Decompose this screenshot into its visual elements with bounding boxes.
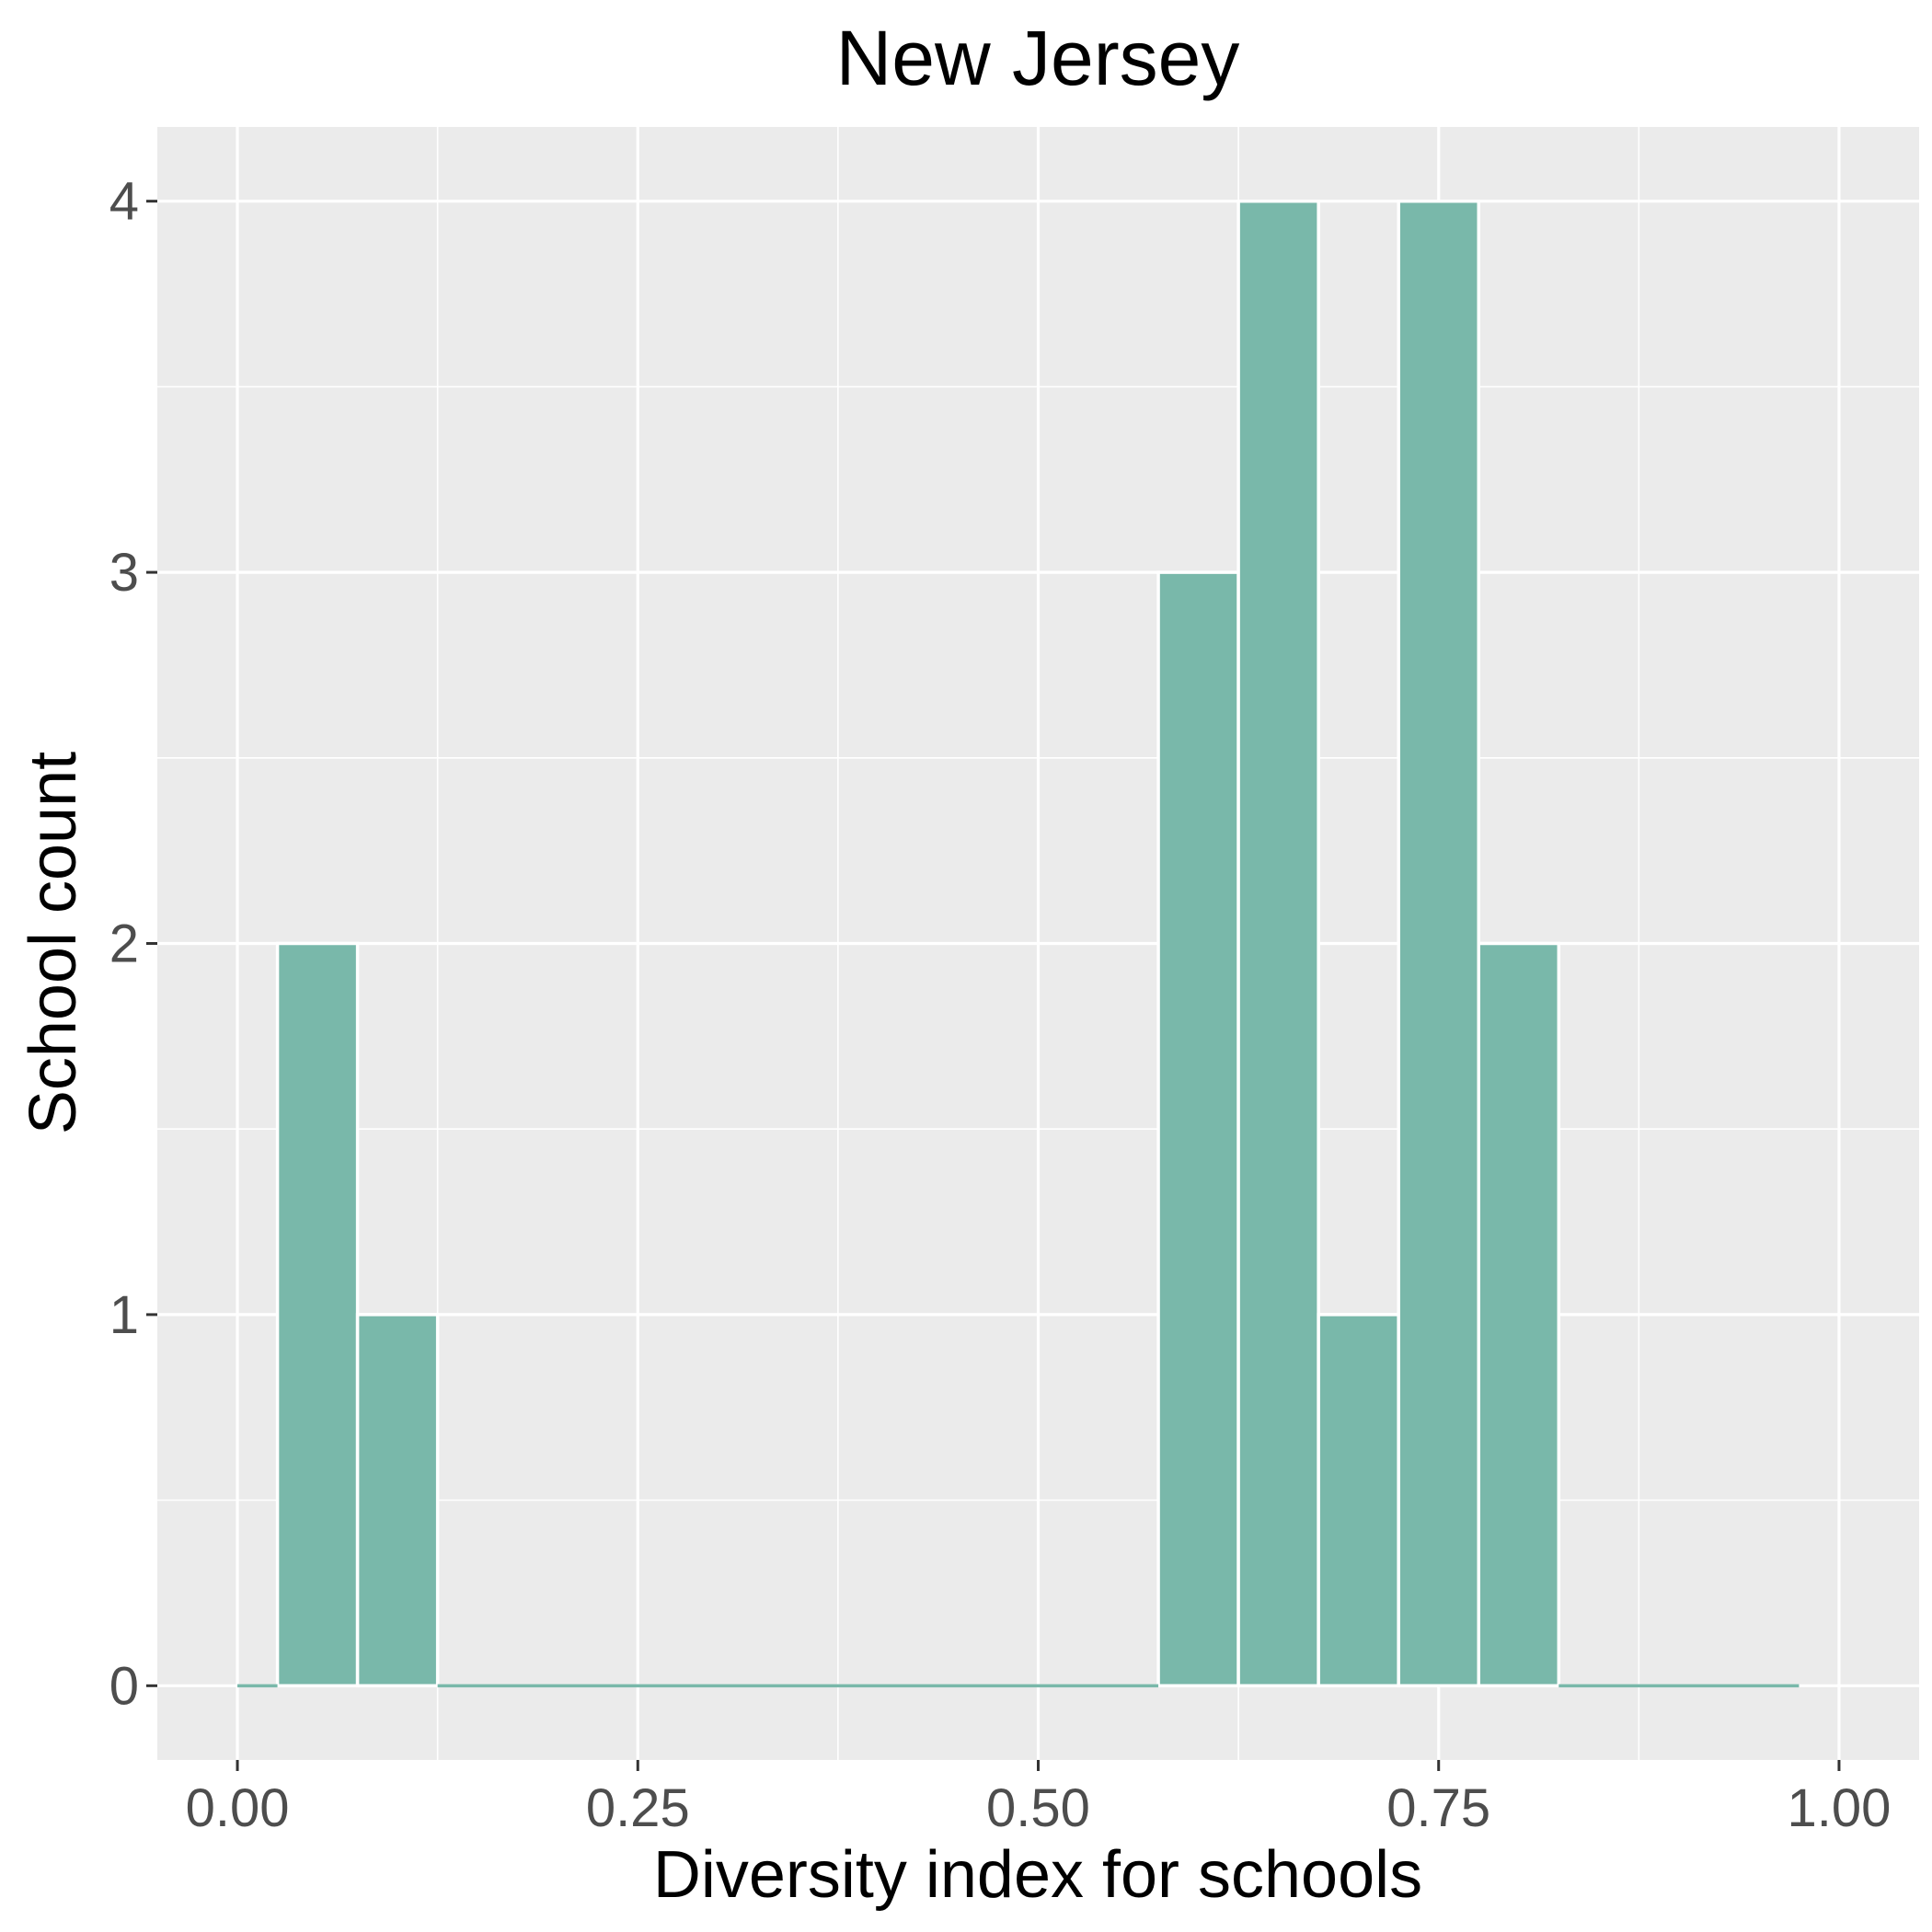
histogram-bar (1397, 199, 1481, 1688)
x-tick-label: 1.00 (1788, 1778, 1892, 1838)
chart-title: New Jersey (836, 15, 1240, 101)
histogram-bar (355, 1313, 440, 1688)
x-tick-label: 0.25 (586, 1778, 690, 1838)
histogram-bar (275, 941, 360, 1688)
y-tick-label: 4 (109, 172, 139, 232)
bars (237, 199, 1800, 1688)
y-axis-ticks: 0 1 2 3 4 (109, 172, 157, 1716)
x-tick-label: 0.50 (986, 1778, 1090, 1838)
histogram-bar (1477, 941, 1561, 1688)
histogram-bar (1156, 570, 1240, 1688)
x-axis-title: Diversity index for schools (653, 1838, 1422, 1912)
x-tick-label: 0.00 (186, 1778, 290, 1838)
y-tick-label: 0 (109, 1656, 139, 1716)
x-axis-ticks: 0.00 0.25 0.50 0.75 1.00 (186, 1760, 1892, 1838)
histogram-bar (1236, 199, 1320, 1688)
y-axis-title: School count (17, 752, 90, 1134)
histogram-bar (1317, 1313, 1400, 1688)
y-tick-label: 3 (109, 543, 139, 603)
y-tick-label: 1 (109, 1285, 139, 1345)
y-tick-label: 2 (109, 914, 139, 974)
x-tick-label: 0.75 (1386, 1778, 1490, 1838)
